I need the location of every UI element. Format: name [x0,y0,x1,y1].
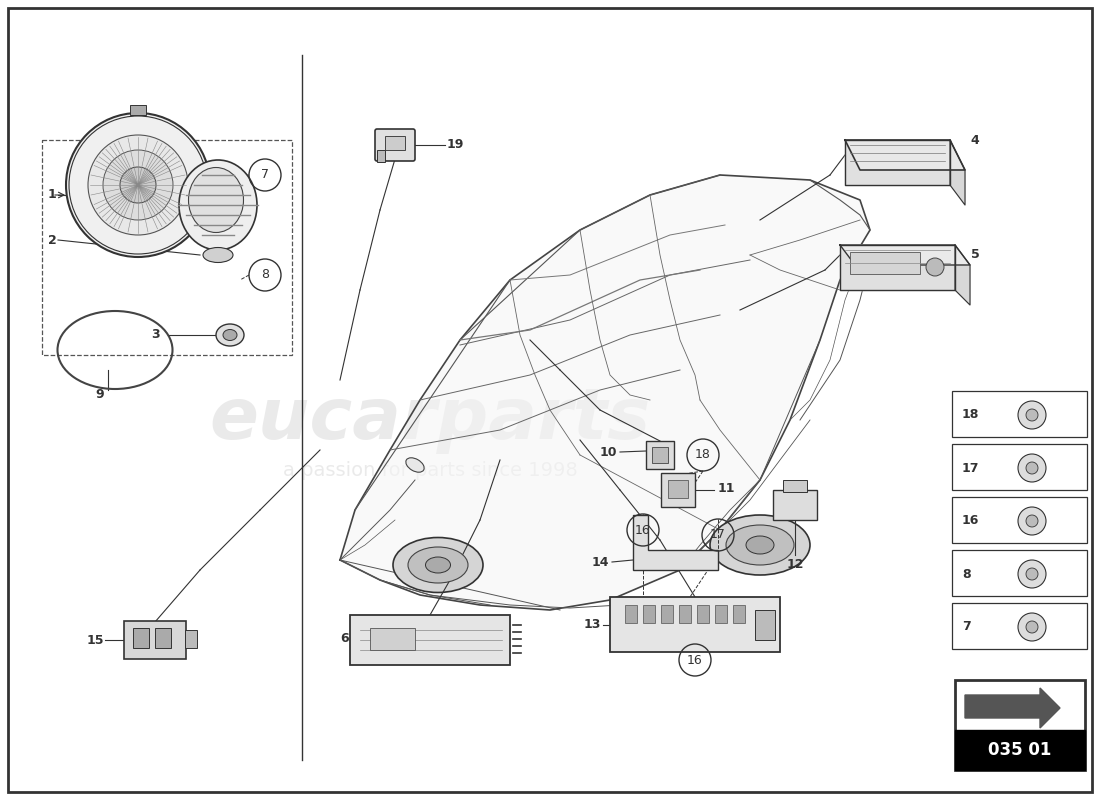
Ellipse shape [406,458,425,472]
Ellipse shape [726,525,794,565]
Text: 17: 17 [711,529,726,542]
Bar [952,497,1087,543]
Circle shape [1018,507,1046,535]
Bar [850,252,920,274]
Bar [646,441,674,469]
Ellipse shape [746,536,774,554]
Text: 9: 9 [96,389,104,402]
Text: a passion for parts since 1998: a passion for parts since 1998 [283,461,578,479]
Text: 7: 7 [962,621,970,634]
Bar [185,630,197,648]
Circle shape [1026,568,1038,580]
Polygon shape [340,175,870,610]
Bar [697,605,710,623]
Circle shape [1018,454,1046,482]
Bar [370,628,415,650]
Text: 4: 4 [970,134,979,146]
Bar [955,730,1085,770]
Circle shape [1018,560,1046,588]
Ellipse shape [710,515,810,575]
Ellipse shape [179,160,257,250]
Bar [952,391,1087,437]
Bar [679,605,691,623]
Ellipse shape [216,324,244,346]
Text: 10: 10 [600,446,617,458]
Text: 18: 18 [695,449,711,462]
Bar [610,597,780,652]
Text: 15: 15 [86,634,103,646]
Bar [42,140,292,355]
Text: 13: 13 [583,618,601,631]
Ellipse shape [188,167,243,233]
Text: 3: 3 [151,329,160,342]
Bar [155,628,170,648]
Text: 8: 8 [261,269,270,282]
Bar [652,447,668,463]
Text: 7: 7 [261,169,270,182]
Polygon shape [950,140,965,205]
Bar [755,610,775,640]
Text: 035 01: 035 01 [988,741,1052,759]
Bar [955,680,1085,770]
Circle shape [926,258,944,276]
Text: 8: 8 [962,567,970,581]
Bar [952,444,1087,490]
Polygon shape [965,688,1060,728]
Bar [385,136,405,150]
Text: eucarparts: eucarparts [209,386,650,454]
Circle shape [1026,409,1038,421]
Bar [733,605,745,623]
Text: 6: 6 [341,631,350,645]
Ellipse shape [204,247,233,262]
Bar [350,615,510,665]
Text: 12: 12 [786,558,804,571]
Ellipse shape [393,538,483,593]
Text: 16: 16 [635,523,651,537]
Text: 1: 1 [47,189,56,202]
Bar [625,605,637,623]
Circle shape [66,113,210,257]
Circle shape [88,135,188,235]
Circle shape [103,150,173,220]
Bar [133,628,148,648]
Text: 14: 14 [592,555,608,569]
Polygon shape [632,515,718,570]
Ellipse shape [408,547,468,583]
Polygon shape [845,140,965,170]
Text: 16: 16 [962,514,979,527]
Text: 17: 17 [962,462,979,474]
Circle shape [1018,401,1046,429]
Polygon shape [840,245,955,290]
Text: 19: 19 [447,138,464,151]
Circle shape [1026,462,1038,474]
Polygon shape [955,245,970,305]
FancyBboxPatch shape [661,473,695,507]
Bar [661,605,673,623]
Text: 16: 16 [688,654,703,666]
FancyBboxPatch shape [375,129,415,161]
Polygon shape [840,245,970,265]
Bar [773,490,817,520]
Bar [377,150,385,162]
Circle shape [120,167,156,203]
Bar [715,605,727,623]
Text: 2: 2 [47,234,56,246]
Bar [952,550,1087,596]
Ellipse shape [426,557,451,573]
FancyBboxPatch shape [124,621,186,659]
Circle shape [1018,613,1046,641]
Bar [952,603,1087,649]
Text: 11: 11 [717,482,735,494]
Ellipse shape [223,330,236,341]
Circle shape [1026,621,1038,633]
Text: 18: 18 [962,409,979,422]
Text: 5: 5 [970,249,979,262]
Bar [668,480,688,498]
Circle shape [1026,515,1038,527]
Bar [644,605,654,623]
Bar [130,105,146,115]
Polygon shape [845,140,950,185]
Bar [783,480,807,492]
